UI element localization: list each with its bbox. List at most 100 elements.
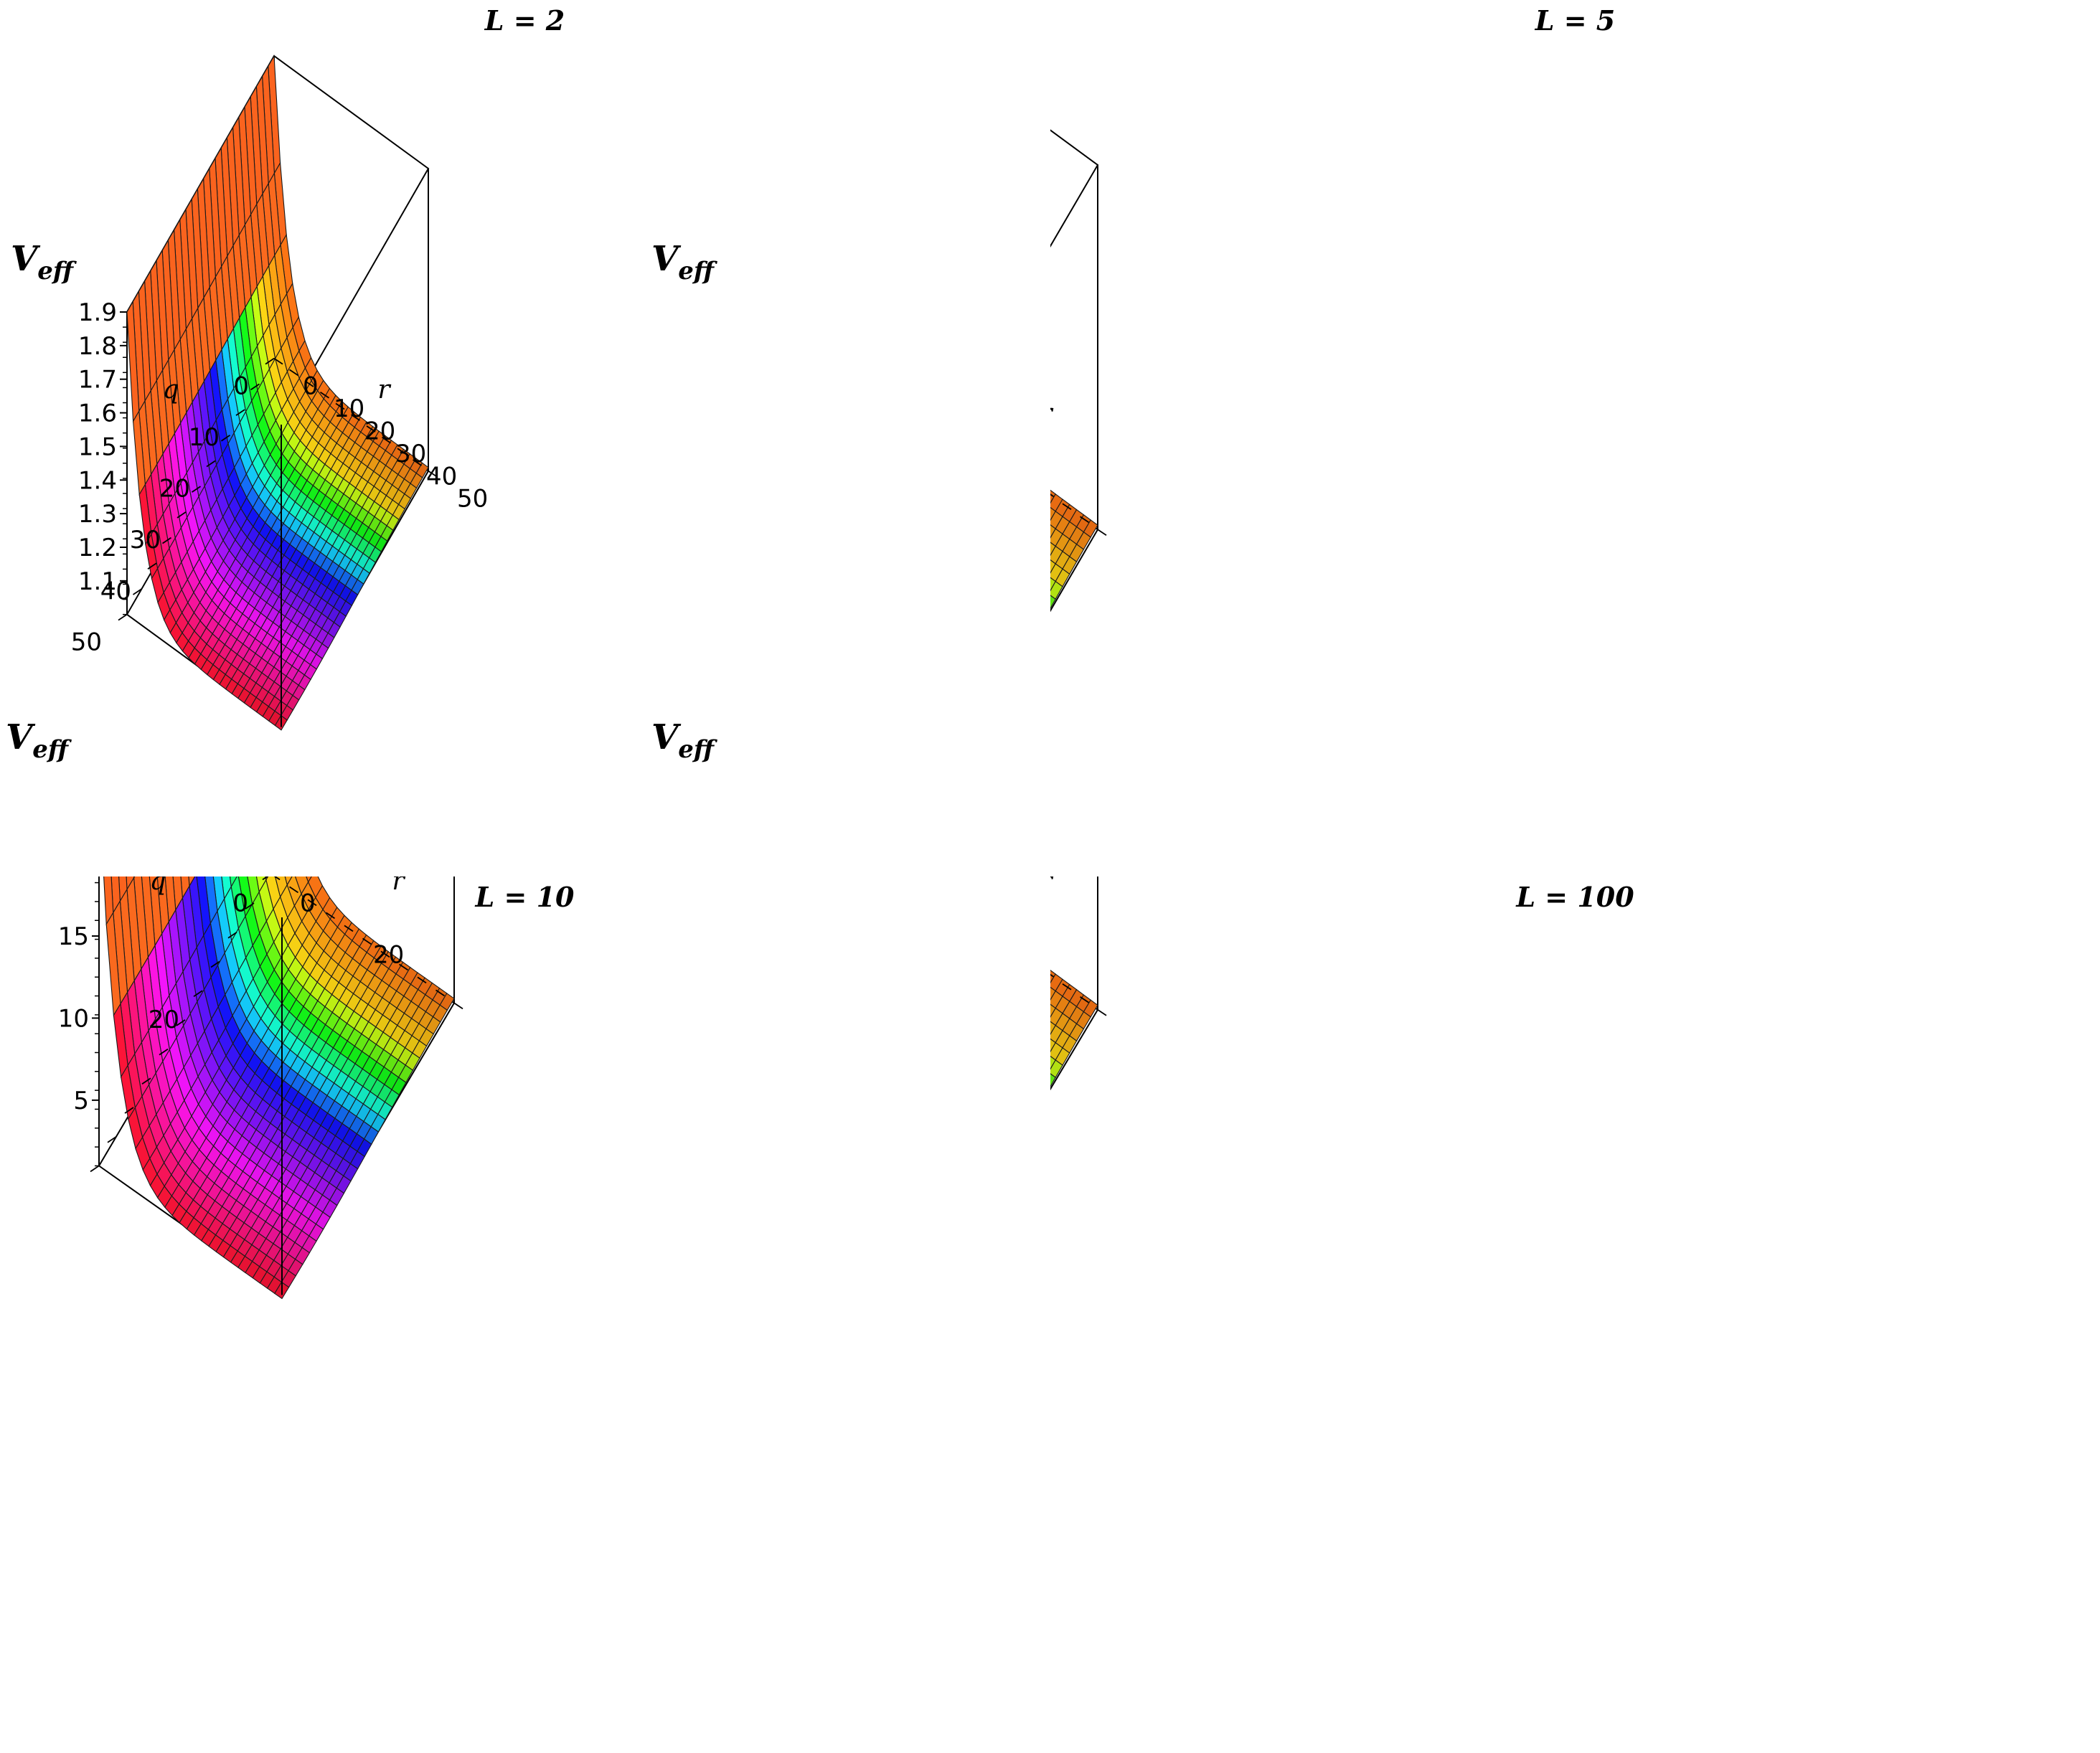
q-tick-label: 0: [233, 372, 249, 401]
r-axis-name: r: [392, 876, 405, 896]
box-top-frame: [1050, 129, 1099, 248]
z-tick-label: 1.9: [78, 298, 117, 327]
r-tick-label: 20: [1050, 467, 1052, 496]
z-tick-label: 1.4: [78, 466, 117, 495]
z-tick-label: 1.1: [78, 567, 117, 596]
z-tick-label: 1.8: [78, 332, 117, 361]
r-tick-mark: [1097, 529, 1107, 536]
z-axis: 1.1 1.2 1.3 1.4 1.5 1.6 1.7 1.8 1.9: [78, 298, 127, 615]
r-tick-mark: [273, 876, 281, 881]
r-tick-label: 0: [303, 372, 319, 401]
r-tick-mark: [397, 448, 407, 455]
z-tick-label: 1.7: [78, 366, 117, 394]
r-tick-mark: [399, 963, 408, 971]
surface-cell: [1050, 577, 1056, 592]
r-tick-mark: [453, 1002, 463, 1010]
q-tick-mark: [227, 932, 237, 939]
r-tick-mark: [289, 369, 298, 377]
box-top-frame: [1050, 876, 1098, 920]
r-axis-name: r: [1050, 876, 1053, 896]
r-tick-mark: [417, 976, 427, 984]
q-tick-label: 20: [149, 1006, 179, 1034]
q-tick-mark: [210, 960, 220, 968]
q-tick-mark: [118, 613, 128, 621]
z-axis-label-sub: eff: [678, 735, 715, 764]
z-axis-label: Veff: [651, 239, 714, 285]
surface: [1050, 969, 1098, 1087]
q-tick-mark: [107, 1135, 117, 1143]
q-axis-name: q: [162, 375, 179, 405]
r-tick-mark: [307, 899, 317, 907]
q-axis: 0 10 20 30 40 50 q: [71, 357, 275, 657]
z-tick-label: 15: [58, 922, 89, 951]
surface-cell: [1050, 1021, 1056, 1036]
q-tick-mark: [124, 1107, 134, 1114]
q-tick-mark: [262, 876, 269, 881]
q-tick-mark: [193, 990, 203, 997]
q-tick-mark: [265, 357, 275, 365]
z-axis-label-sub: eff: [32, 735, 69, 764]
surface: [1050, 489, 1098, 610]
q-tick-mark: [141, 1077, 151, 1085]
surface-plot: 50100150200020q020r: [1050, 876, 1107, 1091]
r-tick-mark: [1062, 503, 1072, 510]
surface-plot: 5101520020q020r: [58, 876, 463, 1300]
q-tick-mark: [147, 562, 157, 570]
q-tick-mark: [162, 537, 171, 544]
q-tick-mark: [176, 1019, 186, 1026]
r-tick-mark: [366, 425, 376, 433]
panel-title: L = 5: [1535, 4, 1616, 37]
panel-title: L = 2: [484, 4, 565, 37]
panel-title: L = 10: [475, 881, 575, 913]
z-tick-label: 1.3: [78, 500, 117, 529]
q-axis: 0 20 q: [90, 876, 269, 1173]
z-tick-label: 1.6: [78, 400, 117, 428]
q-tick-mark: [159, 1048, 169, 1056]
q-tick-label: 40: [100, 577, 131, 605]
r-tick-mark: [304, 380, 314, 387]
q-tick-label: 50: [71, 628, 102, 657]
z-axis: 5101520: [58, 882, 99, 1167]
r-tick-label: 20: [364, 417, 395, 445]
r-tick-label: 20: [1050, 948, 1052, 976]
r-tick-mark: [1050, 973, 1054, 978]
r-tick-mark: [351, 414, 360, 421]
bounding-box: [1050, 876, 1099, 1091]
z-tick-label: 10: [58, 1004, 89, 1033]
r-axis-name: r: [377, 375, 391, 405]
z-axis-label-main: V: [11, 239, 38, 279]
r-tick-mark: [413, 459, 422, 466]
z-axis-label: Veff: [6, 717, 68, 764]
z-axis-label-main: V: [651, 717, 679, 757]
r-tick-label: 20: [373, 940, 404, 969]
panel-title: L = 100: [1516, 881, 1634, 913]
surface-cell: [1050, 1003, 1056, 1019]
z-axis-label: Veff: [651, 717, 714, 764]
q-tick-mark: [176, 511, 187, 519]
z-axis-label-main: V: [6, 717, 33, 757]
q-tick-mark: [90, 1165, 100, 1173]
r-tick-mark: [380, 950, 390, 958]
q-tick-label: 30: [130, 526, 161, 554]
r-tick-mark: [428, 470, 438, 478]
q-tick-mark: [235, 409, 245, 416]
r-tick-mark: [1080, 996, 1089, 1003]
panel-L100: L = 100 Veff 50100150200020q020r: [651, 717, 2100, 1753]
box-bottom-frame: [1050, 493, 1099, 613]
surface-cell: [1050, 559, 1056, 574]
r-tick-mark: [362, 937, 372, 945]
q-tick-mark: [221, 435, 230, 442]
r-tick-mark: [273, 357, 283, 365]
r-tick-label: 50: [457, 485, 488, 514]
r-axis-name: r: [1050, 399, 1053, 428]
r-tick-mark: [1062, 983, 1072, 991]
q-tick-label: 0: [232, 889, 248, 917]
r-tick-mark: [289, 886, 298, 894]
surface-cell: [1050, 524, 1056, 539]
q-tick-mark: [250, 383, 260, 391]
